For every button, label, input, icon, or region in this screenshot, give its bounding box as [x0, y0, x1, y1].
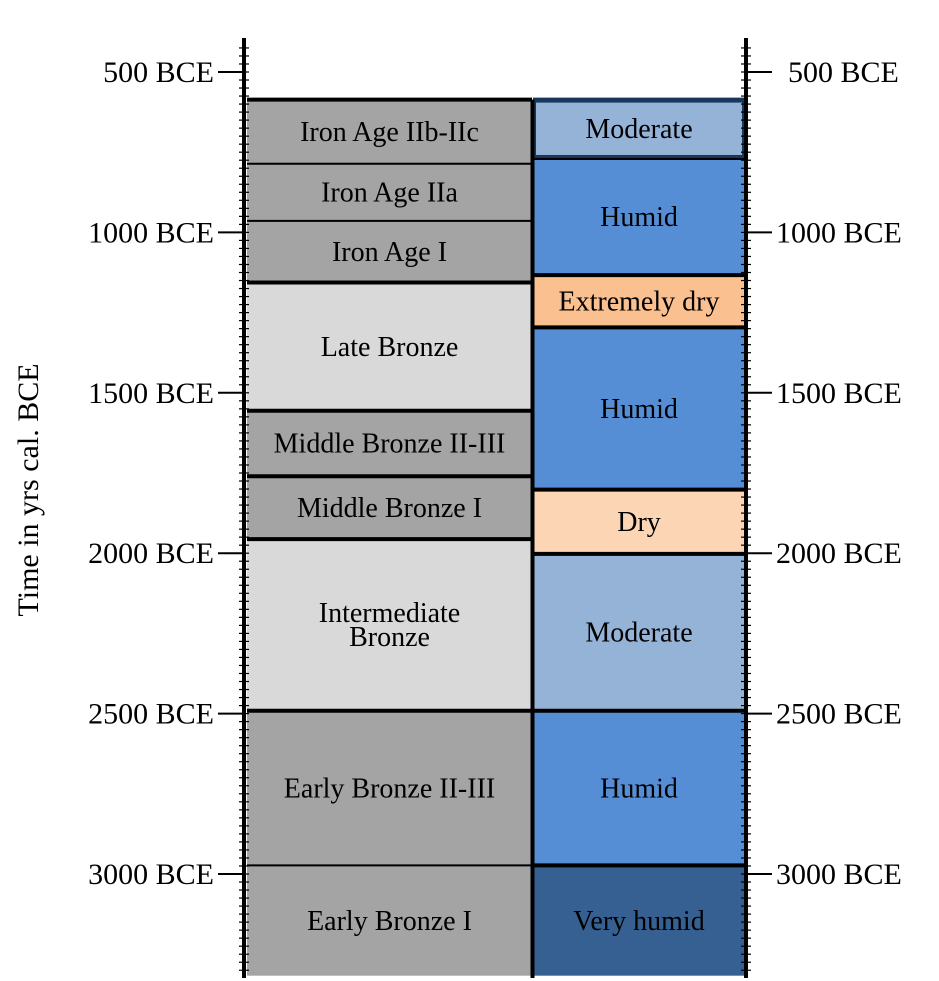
climate-label-7: Very humid — [573, 906, 704, 937]
left-tick-label-3: 2000 BCE — [88, 537, 214, 570]
labels-layer: Iron Age IIb-IIc Iron Age IIa Iron Age I La… — [88, 56, 902, 937]
y-axis-title: Time in yrs cal. BCE — [12, 363, 45, 616]
period-block-7 — [247, 710, 532, 866]
period-label-8: Early Bronze I — [307, 906, 472, 937]
climate-block-2 — [533, 275, 745, 328]
period-block-4 — [247, 410, 532, 477]
period-block-6 — [247, 539, 532, 711]
period-block-5 — [247, 476, 532, 540]
period-label-7: Early Bronze II-III — [284, 773, 495, 804]
climate-block-0 — [533, 99, 745, 158]
period-block-1 — [247, 163, 532, 221]
blocks-layer — [247, 97, 745, 978]
climate-block-7 — [533, 865, 745, 976]
climate-block-3 — [533, 327, 745, 490]
climate-label-5: Moderate — [585, 618, 692, 649]
right-tick-label-1: 1000 BCE — [776, 216, 902, 249]
climate-label-0: Moderate — [585, 114, 692, 145]
left-tick-label-4: 2500 BCE — [88, 698, 214, 731]
climate-label-1: Humid — [600, 202, 678, 233]
climate-label-4: Dry — [617, 507, 661, 538]
left-tick-label-0: 500 BCE — [103, 56, 214, 89]
right-tick-label-0: 500 BCE — [788, 56, 899, 89]
right-tick-label-4: 2500 BCE — [776, 698, 902, 731]
climate-block-5 — [533, 553, 745, 711]
climate-block-1 — [533, 157, 745, 276]
axis-layer — [218, 38, 772, 978]
period-label-2: Iron Age I — [332, 237, 447, 268]
left-tick-label-5: 3000 BCE — [88, 858, 214, 891]
right-tick-label-3: 2000 BCE — [776, 537, 902, 570]
climate-block-6 — [533, 710, 745, 866]
period-block-2 — [247, 220, 532, 283]
period-label-1: Iron Age IIa — [321, 178, 458, 209]
period-label-6: Intermediate Bronze — [319, 598, 460, 653]
right-tick-label-5: 3000 BCE — [776, 858, 902, 891]
right-tick-label-2: 1500 BCE — [776, 377, 902, 410]
period-block-0 — [247, 99, 532, 164]
left-tick-label-2: 1500 BCE — [88, 377, 214, 410]
period-label-5: Middle Bronze I — [297, 493, 482, 524]
period-label-3: Late Bronze — [321, 332, 459, 363]
climate-label-2: Extremely dry — [559, 286, 720, 317]
period-label-0: Iron Age IIb-IIc — [300, 117, 479, 148]
period-block-3 — [247, 282, 532, 411]
period-label-4: Middle Bronze II-III — [274, 429, 506, 460]
left-tick-label-1: 1000 BCE — [88, 216, 214, 249]
climate-label-3: Humid — [600, 394, 678, 425]
climate-label-6: Humid — [600, 773, 678, 804]
period-block-8 — [247, 865, 532, 976]
climate-block-4 — [533, 489, 745, 554]
